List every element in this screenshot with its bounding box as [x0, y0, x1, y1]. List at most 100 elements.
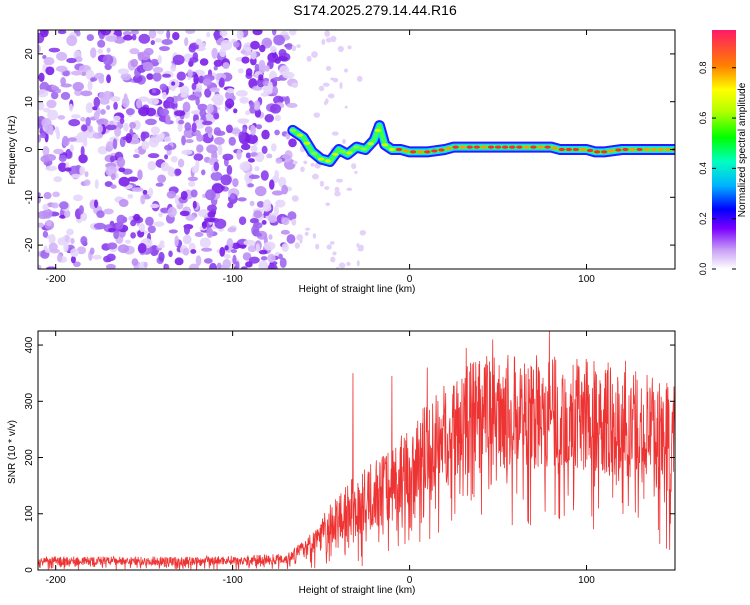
- trace-core-segment: [565, 147, 573, 152]
- noise-blob: [354, 170, 358, 174]
- trace-core-segment: [310, 151, 318, 155]
- noise-blob: [264, 65, 270, 72]
- noise-blob: [167, 206, 177, 218]
- noise-blob: [228, 136, 236, 146]
- noise-blob: [38, 101, 45, 111]
- x-tick-label: 0: [407, 274, 413, 285]
- noise-blob: [118, 198, 129, 208]
- noise-blob: [56, 253, 63, 263]
- noise-blob: [159, 83, 168, 91]
- noise-blob: [259, 44, 266, 53]
- trace-core-segment: [367, 142, 374, 146]
- noise-blob: [206, 227, 214, 239]
- colorbar: 0.0 0.2 0.4 0.6 0.8 Normalized spectral ampl…: [698, 30, 748, 275]
- noise-blob: [85, 69, 95, 80]
- noise-blob: [96, 119, 104, 124]
- noise-blob: [174, 168, 182, 176]
- noise-blob: [243, 239, 256, 246]
- noise-blob: [58, 154, 67, 162]
- noise-blob: [67, 137, 77, 142]
- trace-core-segment: [438, 148, 445, 152]
- noise-blob: [166, 96, 175, 104]
- noise-blob: [147, 97, 160, 105]
- noise-blob: [237, 197, 247, 202]
- noise-blob: [65, 167, 72, 172]
- noise-blob: [130, 58, 139, 68]
- colorbar-ticks: 0.0 0.2 0.4 0.6 0.8: [698, 61, 736, 275]
- y-tick-label: 20: [24, 48, 35, 60]
- noise-blob: [267, 253, 276, 263]
- noise-blob: [249, 106, 256, 114]
- noise-blob: [219, 246, 226, 257]
- noise-blob: [270, 143, 277, 152]
- noise-blob: [43, 57, 55, 66]
- noise-blob: [148, 30, 157, 39]
- noise-blob: [248, 174, 260, 180]
- noise-blob: [287, 211, 297, 221]
- noise-blob: [132, 153, 140, 159]
- noise-blob: [40, 30, 49, 38]
- noise-blob: [321, 39, 326, 45]
- trace-core-segment: [593, 150, 601, 154]
- noise-blob: [63, 241, 69, 253]
- noise-blob: [286, 234, 296, 244]
- noise-blob: [300, 166, 305, 173]
- trace-core-segment: [289, 128, 296, 132]
- snr-x-ticks: -200 -100 0 100: [46, 331, 595, 586]
- noise-blob: [112, 138, 118, 150]
- noise-blob: [42, 208, 53, 219]
- trace-core-segment: [558, 147, 565, 152]
- trace-core-segment: [332, 152, 339, 156]
- noise-blob: [185, 139, 194, 144]
- noise-blob: [174, 235, 179, 247]
- noise-blob: [291, 45, 297, 52]
- noise-blob: [188, 180, 196, 187]
- noise-blob: [123, 34, 133, 41]
- noise-blob: [240, 266, 248, 269]
- noise-blob: [43, 191, 52, 200]
- noise-blob: [179, 85, 190, 96]
- trace-core-segment: [424, 150, 431, 154]
- noise-blob: [249, 217, 259, 224]
- noise-blob: [304, 227, 311, 231]
- noise-blob: [224, 98, 235, 109]
- noise-blob: [147, 160, 157, 171]
- noise-blob: [319, 180, 325, 187]
- noise-blob: [183, 224, 191, 235]
- noise-blob: [147, 153, 160, 159]
- noise-blob: [277, 56, 288, 62]
- noise-blob: [107, 242, 118, 250]
- noise-blob: [159, 108, 170, 116]
- noise-blob: [70, 255, 76, 264]
- noise-blob: [118, 176, 130, 187]
- noise-blob: [269, 45, 277, 53]
- y-tick-label: 10: [24, 96, 35, 108]
- trace-core-segment: [303, 141, 311, 145]
- noise-blob: [250, 145, 258, 153]
- noise-blob: [247, 245, 257, 253]
- noise-blob: [249, 200, 255, 207]
- noise-blob: [96, 210, 105, 218]
- noise-blob: [199, 58, 209, 66]
- noise-blob: [179, 210, 190, 217]
- noise-blob: [218, 77, 225, 88]
- trace-core-segment: [622, 147, 629, 152]
- noise-blob: [250, 50, 257, 60]
- trace-core-segment: [601, 150, 608, 154]
- noise-blob: [254, 166, 260, 172]
- x-tick-label: -100: [223, 274, 243, 285]
- trace-core-segment: [636, 147, 643, 152]
- noise-blob: [66, 228, 74, 236]
- noise-blob: [134, 148, 139, 154]
- noise-blob: [163, 144, 173, 151]
- noise-blob: [156, 30, 165, 35]
- noise-blob: [325, 98, 329, 104]
- noise-blob: [123, 93, 128, 103]
- noise-blob: [71, 114, 81, 119]
- trace-core-segment: [579, 147, 587, 152]
- noise-blob: [48, 47, 61, 53]
- noise-blob: [261, 145, 268, 155]
- spectrogram-x-ticks: -200 -100 0 100: [46, 30, 595, 285]
- noise-blob: [133, 213, 141, 222]
